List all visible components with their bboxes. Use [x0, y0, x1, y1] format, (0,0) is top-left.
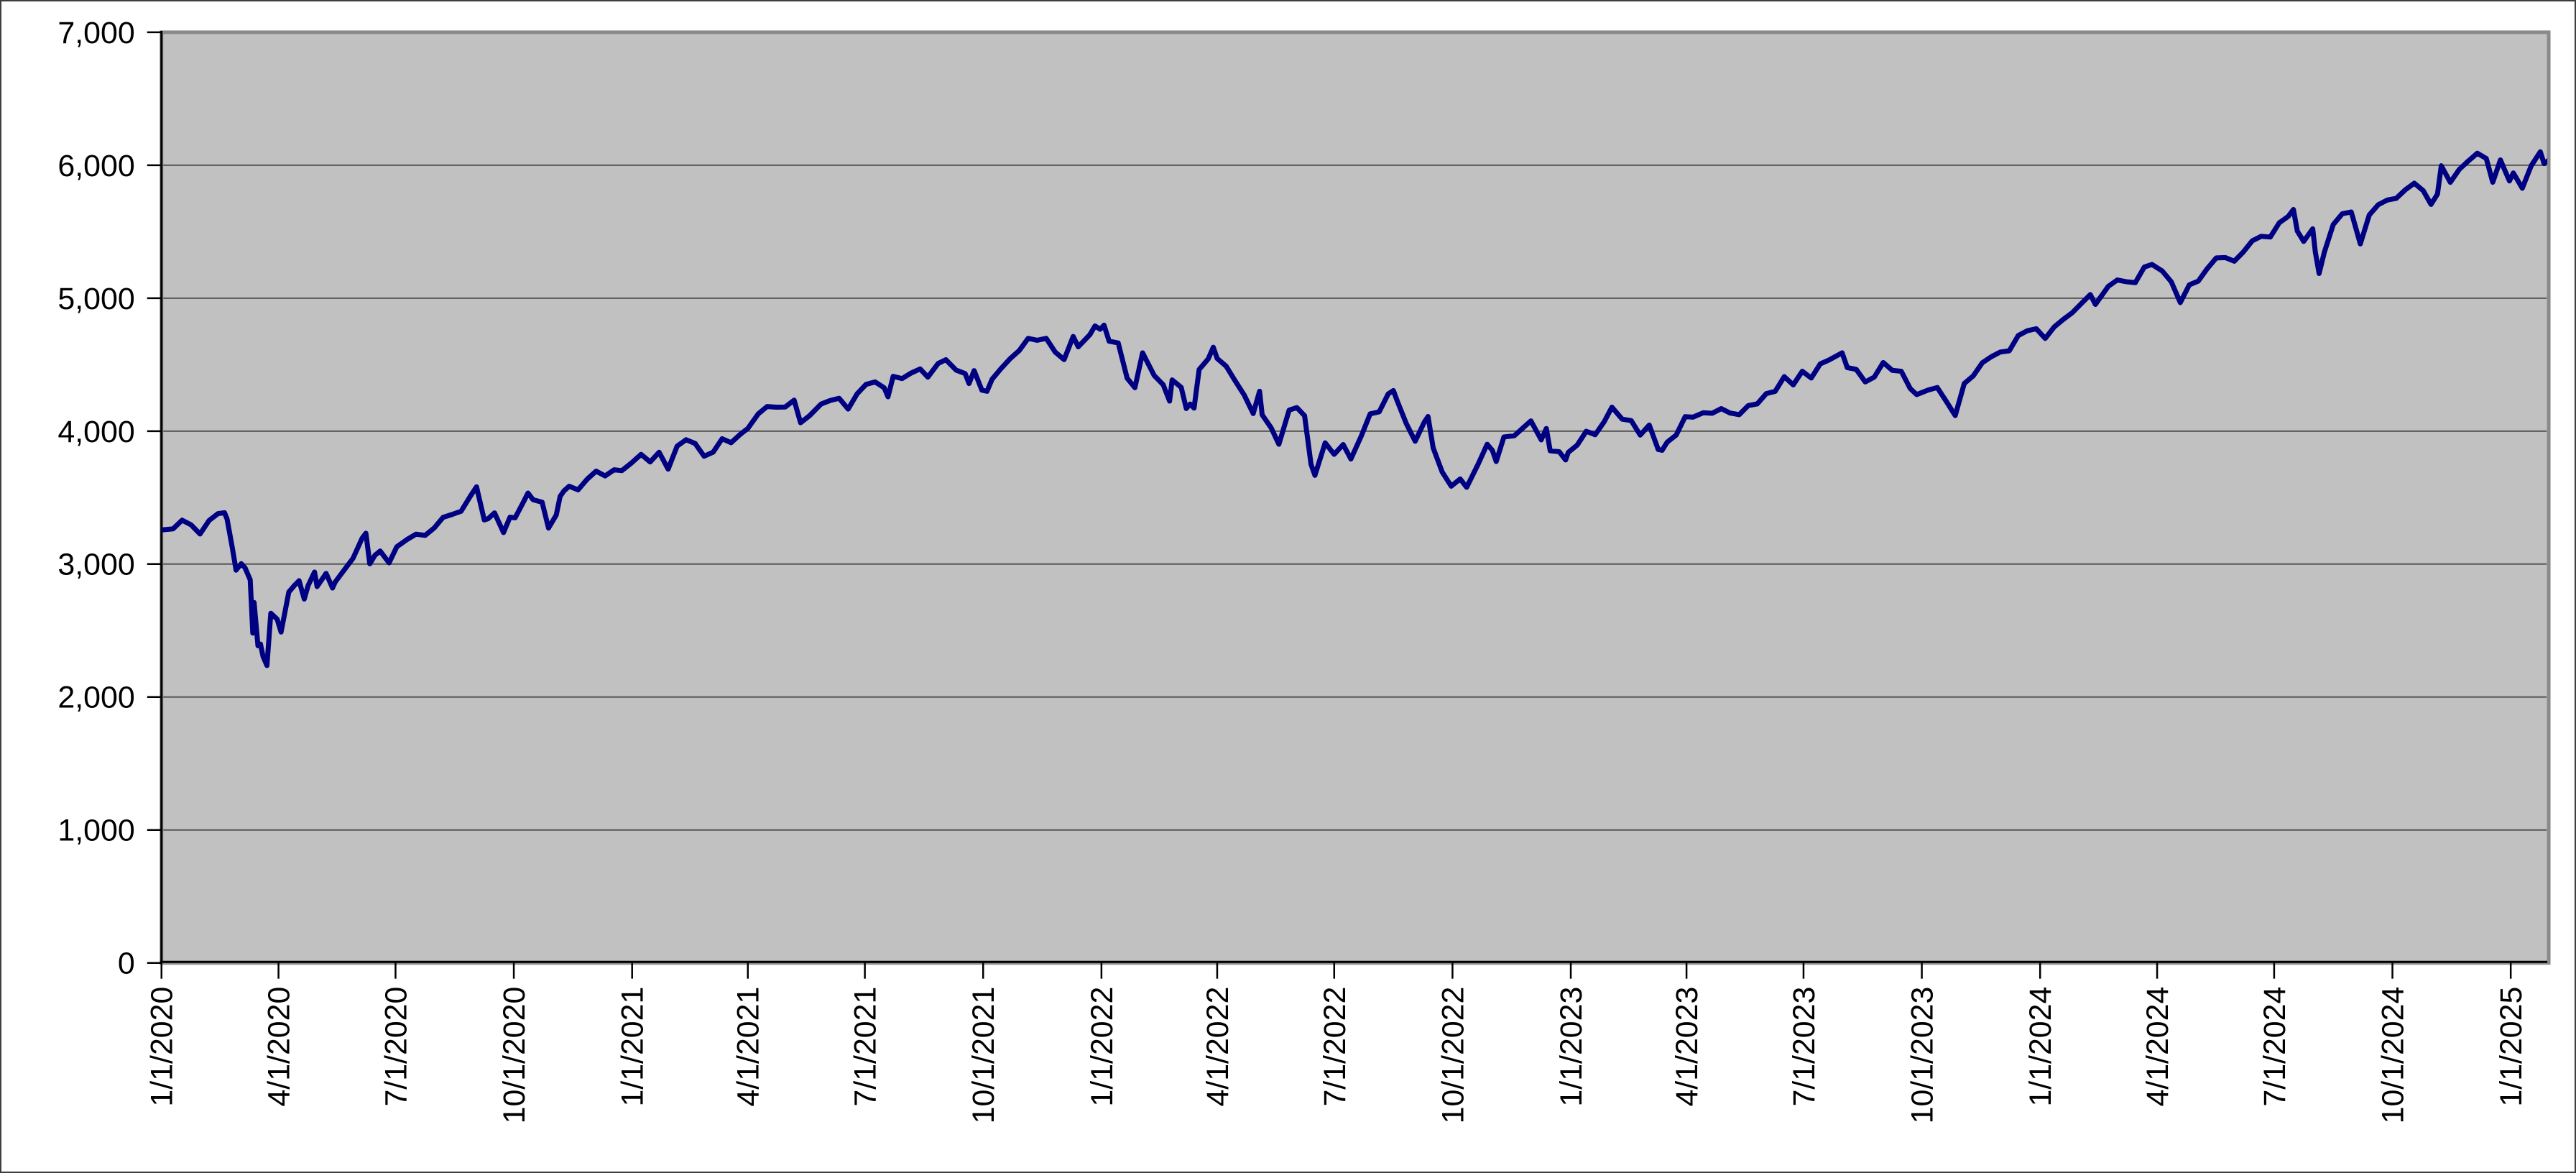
x-tick-label: 4/1/2022 — [1201, 987, 1235, 1107]
y-tick-label: 0 — [118, 947, 135, 981]
y-tick-label: 5,000 — [57, 282, 134, 316]
y-tick-label: 7,000 — [57, 16, 134, 50]
x-tick-label: 1/1/2020 — [145, 987, 180, 1107]
x-tick-label: 10/1/2020 — [497, 987, 532, 1124]
axis-lines — [160, 30, 2548, 963]
x-tick-label: 1/1/2025 — [2494, 987, 2529, 1107]
plot-area-background — [161, 32, 2549, 963]
x-tick-label: 4/1/2024 — [2141, 987, 2175, 1107]
price-line — [161, 149, 2548, 668]
y-tick-label: 3,000 — [57, 548, 134, 582]
x-tick-label: 4/1/2023 — [1670, 987, 1704, 1107]
x-tick-label: 1/1/2024 — [2023, 987, 2058, 1107]
gridlines — [162, 164, 2547, 831]
x-tick-label: 1/1/2021 — [616, 987, 650, 1107]
x-tick-label: 10/1/2024 — [2376, 987, 2410, 1124]
y-tick-label: 2,000 — [57, 681, 134, 715]
x-tick-label: 1/1/2023 — [1554, 987, 1589, 1107]
x-tick-label: 10/1/2021 — [966, 987, 1001, 1124]
y-tick-label: 1,000 — [57, 814, 134, 848]
y-tick-label: 6,000 — [57, 149, 134, 183]
x-axis-labels: 1/1/2020 4/1/2020 7/1/2020 10/1/2020 1/1/202… — [145, 987, 2529, 1124]
x-tick-label: 1/1/2022 — [1085, 987, 1120, 1107]
x-tick-label: 7/1/2024 — [2258, 987, 2292, 1107]
y-axis-labels: 0 1,000 2,000 3,000 4,000 5,000 6,000 7,000 — [57, 16, 134, 981]
x-tick-label: 10/1/2022 — [1436, 987, 1470, 1124]
y-tick-label: 4,000 — [57, 415, 134, 449]
x-tick-label: 4/1/2020 — [262, 987, 297, 1107]
x-tick-label: 7/1/2021 — [849, 987, 883, 1107]
x-tick-label: 7/1/2020 — [379, 987, 413, 1107]
x-tick-label: 4/1/2021 — [731, 987, 766, 1107]
tick-marks — [147, 31, 2512, 979]
x-tick-label: 10/1/2023 — [1906, 987, 1940, 1124]
x-tick-label: 7/1/2022 — [1318, 987, 1352, 1107]
x-tick-label: 7/1/2023 — [1787, 987, 1822, 1107]
